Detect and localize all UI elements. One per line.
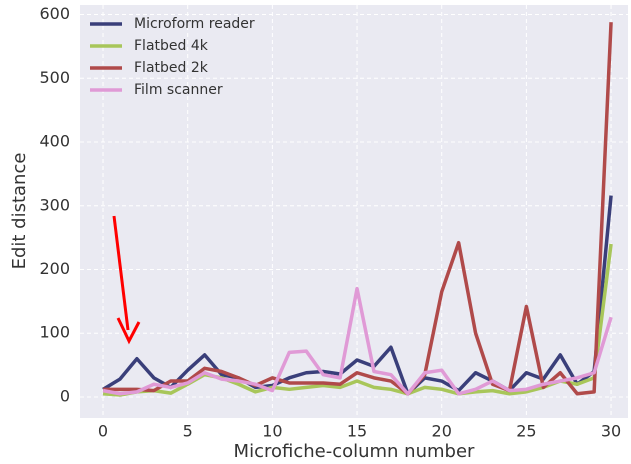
legend-label: Flatbed 2k [134,60,209,76]
x-tick-label: 0 [98,422,108,441]
annotation-arrow [112,215,141,345]
x-tick-label: 20 [432,422,452,441]
x-tick-label: 15 [347,422,367,441]
legend-label: Film scanner [134,82,223,98]
series-line [102,195,613,396]
legend-label: Microform reader [134,16,255,32]
y-tick-label: 300 [39,195,70,214]
y-tick-label: 0 [60,386,70,405]
y-tick-label: 500 [39,68,70,87]
y-tick-label: 600 [39,4,70,23]
x-tick-label: 25 [516,422,536,441]
y-axis-label: Edit distance [9,153,30,270]
legend-label: Flatbed 4k [134,38,209,54]
x-axis-label: Microfiche-column number [234,441,475,462]
series-line [102,286,613,396]
legend: Microform reader Flatbed 4k Flatbed 2k Film… [90,16,255,98]
x-tick-label: 5 [183,422,193,441]
lines [102,22,613,397]
x-tick-label: 30 [601,422,621,441]
y-tick-label: 200 [39,259,70,278]
grid [80,5,628,418]
x-tick-label: 10 [262,422,282,441]
y-tick-label: 100 [39,323,70,342]
y-tick-label: 400 [39,132,70,151]
